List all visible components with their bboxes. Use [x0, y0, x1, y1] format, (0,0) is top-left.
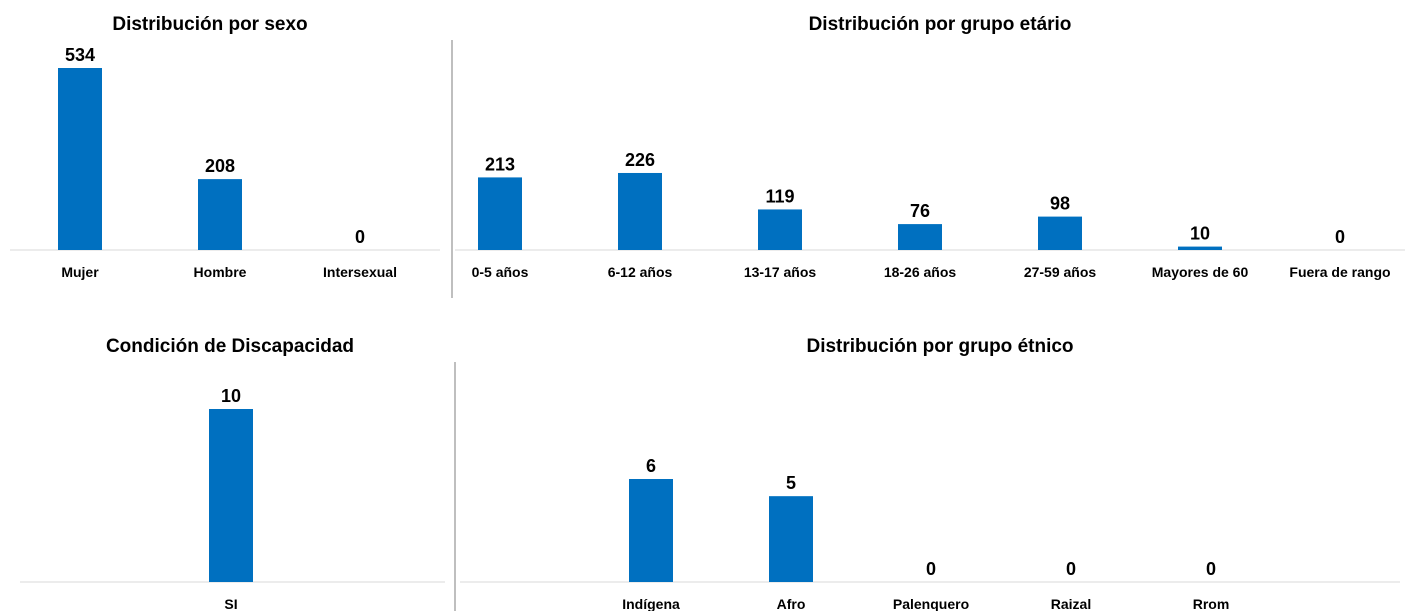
chart-title-grupo-etario: Distribución por grupo etário — [808, 14, 1072, 35]
tick-label-etnico-1: Afro — [777, 596, 806, 611]
data-label-etario-0: 213 — [485, 154, 515, 174]
tick-label-etnico-4: Rrom — [1193, 596, 1230, 611]
data-label-etnico-0: 6 — [646, 456, 656, 476]
data-label-sexo-2: 0 — [355, 227, 365, 247]
chart-title-sexo: Distribución por sexo — [112, 14, 308, 35]
tick-label-discapacidad-0: SI — [224, 596, 237, 611]
tick-label-sexo-1: Hombre — [194, 264, 247, 280]
data-label-etnico-4: 0 — [1206, 559, 1216, 579]
bar-etnico-1 — [769, 496, 813, 582]
data-label-etnico-3: 0 — [1066, 559, 1076, 579]
bar-etario-5 — [1178, 246, 1222, 250]
bar-etario-3 — [898, 224, 942, 250]
bar-etario-2 — [758, 209, 802, 250]
data-label-discapacidad-0: 10 — [221, 386, 241, 406]
tick-label-etnico-2: Palenquero — [893, 596, 969, 611]
bar-etario-4 — [1038, 216, 1082, 250]
tick-label-sexo-0: Mujer — [61, 264, 99, 280]
tick-label-etnico-3: Raizal — [1051, 596, 1091, 611]
tick-label-sexo-2: Intersexual — [323, 264, 397, 280]
data-label-sexo-1: 208 — [205, 156, 235, 176]
data-label-sexo-0: 534 — [65, 45, 95, 65]
data-label-etnico-2: 0 — [926, 559, 936, 579]
bar-discapacidad-0 — [209, 409, 253, 582]
tick-label-etario-0: 0-5 años — [472, 264, 529, 280]
chart-title-grupo-etnico: Distribución por grupo étnico — [806, 336, 1074, 357]
data-label-etnico-1: 5 — [786, 473, 796, 493]
chart-title-discapacidad: Condición de Discapacidad — [105, 336, 355, 357]
bar-etario-1 — [618, 172, 662, 250]
data-label-etario-1: 226 — [625, 150, 655, 170]
tick-label-etario-4: 27-59 años — [1024, 264, 1097, 280]
bar-etnico-0 — [629, 479, 673, 582]
data-label-etario-6: 0 — [1335, 227, 1345, 247]
tick-label-etario-2: 13-17 años — [744, 264, 817, 280]
tick-label-etnico-0: Indígena — [622, 596, 680, 611]
tick-label-etario-6: Fuera de rango — [1289, 264, 1390, 280]
bar-etario-0 — [478, 177, 522, 250]
data-label-etario-3: 76 — [910, 201, 930, 221]
tick-label-etario-1: 6-12 años — [608, 264, 673, 280]
data-label-etario-4: 98 — [1050, 194, 1070, 214]
data-label-etario-5: 10 — [1190, 224, 1210, 244]
tick-label-etario-3: 18-26 años — [884, 264, 957, 280]
bar-sexo-1 — [198, 179, 242, 250]
data-label-etario-2: 119 — [765, 186, 794, 206]
tick-label-etario-5: Mayores de 60 — [1152, 264, 1249, 280]
bar-sexo-0 — [58, 68, 102, 250]
